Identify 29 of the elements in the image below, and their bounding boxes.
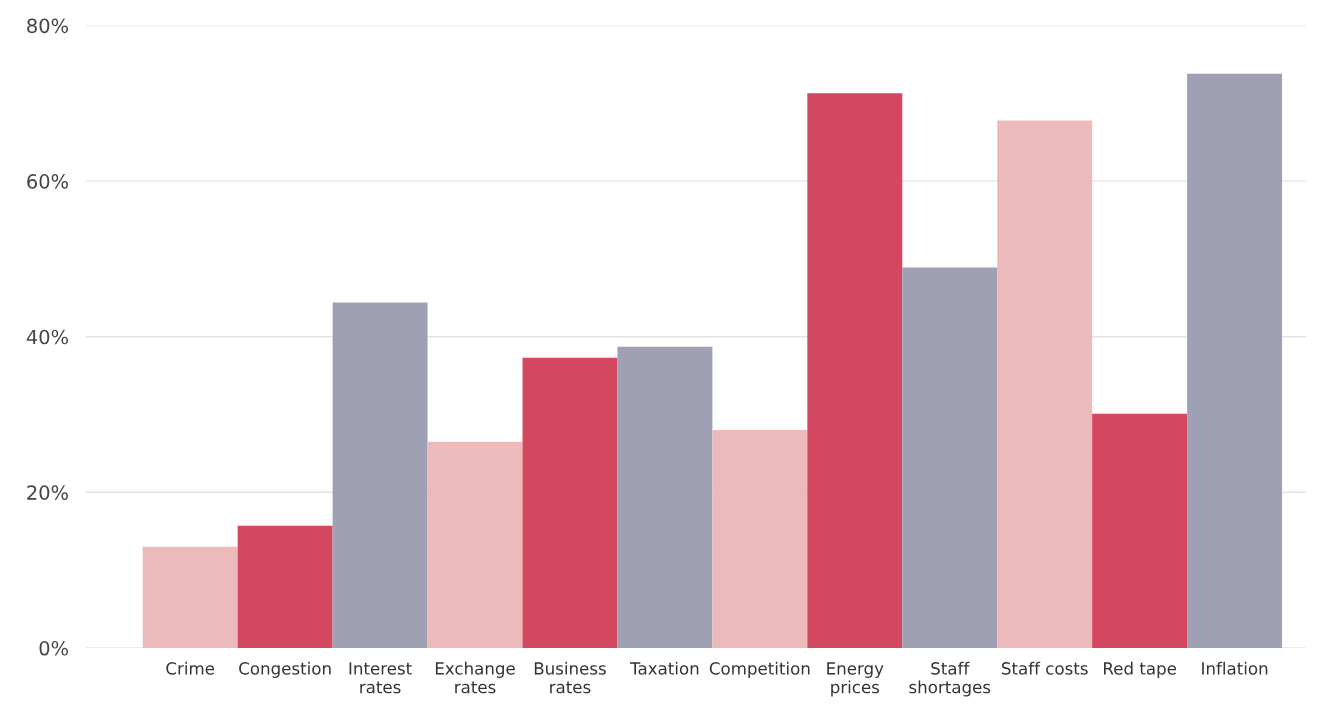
bar [807, 93, 903, 648]
bar [237, 525, 333, 648]
y-tick-label: 60% [27, 174, 68, 189]
y-tick-label: 40% [26, 329, 68, 345]
y-tick-label: 20% [27, 485, 68, 500]
y-tick-label: 80% [27, 18, 68, 34]
x-tick-label: Competition [709, 661, 810, 678]
bar [332, 302, 428, 648]
x-tick-label: Exchange rates [435, 661, 515, 694]
bar [617, 346, 713, 648]
x-tick-label: Staff costs [1001, 661, 1088, 675]
bar [712, 430, 808, 648]
x-tick-label: Inflation [1202, 661, 1268, 675]
x-tick-label: Business rates [534, 661, 606, 694]
x-tick-label: Taxation [630, 661, 699, 675]
bar [427, 441, 523, 648]
bar [522, 357, 618, 648]
bar [142, 546, 238, 648]
bar [1187, 73, 1283, 648]
bar [1092, 413, 1188, 648]
x-tick-label: Crime [166, 661, 215, 675]
x-tick-label: Red tape [1104, 661, 1177, 678]
x-tick-label: Congestion [239, 661, 331, 678]
y-tick-label: 0% [39, 640, 68, 656]
x-tick-label: Energy prices [827, 662, 884, 697]
x-tick-label: Interest rates [349, 662, 412, 694]
bar [997, 120, 1093, 648]
bar [902, 267, 998, 648]
x-tick-label: Staff shortages [909, 661, 991, 697]
